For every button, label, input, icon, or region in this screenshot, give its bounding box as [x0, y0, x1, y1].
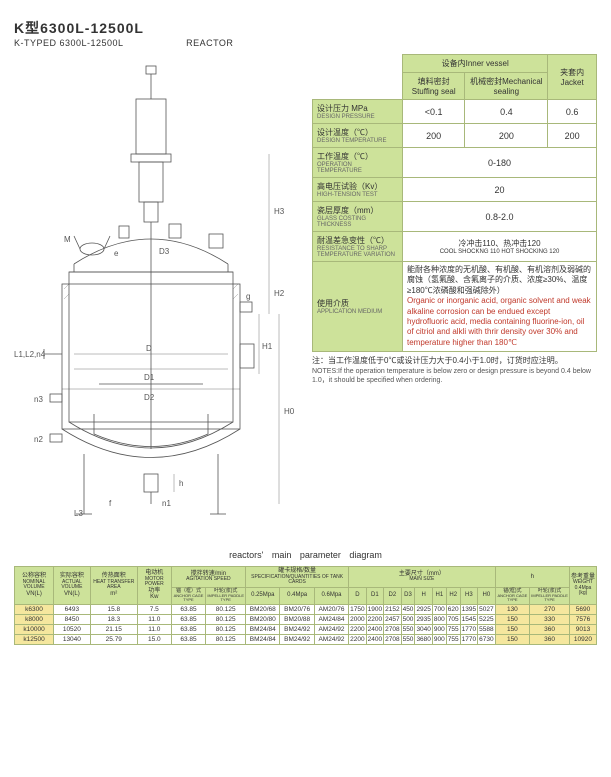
- param-table: 公称容积NOMINAL VOLUMEVN(L)实际容积ACTUAL VOLUME…: [14, 566, 597, 645]
- svg-text:D3: D3: [159, 247, 170, 256]
- svg-text:n3: n3: [34, 395, 43, 404]
- svg-text:M: M: [64, 235, 71, 244]
- svg-text:H0: H0: [284, 407, 295, 416]
- svg-text:H2: H2: [274, 289, 285, 298]
- svg-text:f: f: [109, 499, 112, 508]
- engineering-diagram: M e D3 g L1,L2,n4: [14, 54, 304, 536]
- title-kind: REACTOR: [186, 38, 233, 48]
- spec-table: 设备内Inner vessel 夹套内Jacket 填料密封Stuffing s…: [312, 54, 597, 352]
- svg-text:n1: n1: [162, 499, 171, 508]
- svg-text:g: g: [246, 292, 250, 301]
- svg-text:D1: D1: [144, 373, 155, 382]
- title-main: K型6300L-12500L: [14, 18, 597, 38]
- svg-text:L3: L3: [74, 509, 83, 518]
- svg-text:H3: H3: [274, 207, 285, 216]
- param-caption: reactors' main parameter diagram: [14, 550, 597, 560]
- svg-text:e: e: [114, 249, 119, 258]
- spec-table-container: 设备内Inner vessel 夹套内Jacket 填料密封Stuffing s…: [312, 54, 597, 536]
- svg-text:D2: D2: [144, 393, 155, 402]
- notes: 注：当工作温度低于0℃或设计压力大于0.4小于1.0时，订货时应注明。 NOTE…: [312, 356, 597, 385]
- svg-text:D: D: [146, 344, 152, 353]
- title-block: K型6300L-12500L K-TYPED 6300L-12500L REAC…: [14, 18, 597, 48]
- svg-text:L1,L2,n4: L1,L2,n4: [14, 350, 46, 359]
- title-sub: K-TYPED 6300L-12500L: [14, 38, 124, 48]
- svg-text:h: h: [179, 479, 183, 488]
- svg-text:n2: n2: [34, 435, 43, 444]
- svg-text:H1: H1: [262, 342, 273, 351]
